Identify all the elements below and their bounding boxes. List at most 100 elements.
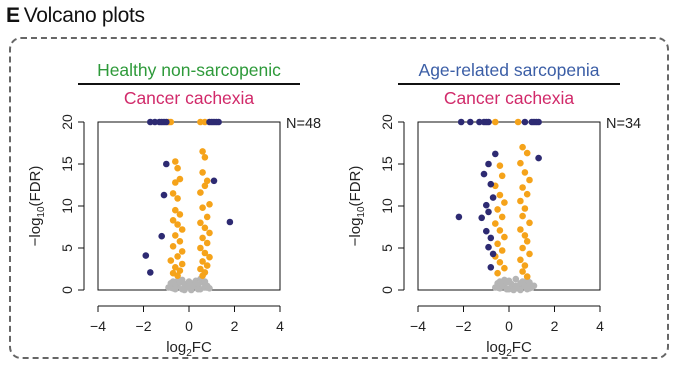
comparison-top-label: Age-related sarcopenia <box>419 60 600 80</box>
data-point <box>178 248 186 255</box>
data-point <box>172 158 179 165</box>
data-point <box>485 208 492 216</box>
data-point <box>174 195 181 202</box>
data-point <box>201 224 209 232</box>
data-point <box>517 256 524 264</box>
y-tick-label: 0 <box>379 286 395 294</box>
data-point <box>523 273 531 280</box>
data-point <box>523 190 531 198</box>
data-point <box>523 238 531 245</box>
data-point <box>519 268 526 275</box>
data-point <box>178 276 186 284</box>
data-point <box>176 211 184 218</box>
y-tick-label: 20 <box>59 114 75 130</box>
y-tick-label: 10 <box>379 198 395 214</box>
data-point <box>172 179 179 186</box>
series-significant <box>492 118 533 280</box>
data-point <box>483 201 490 209</box>
panel-letter: E <box>6 4 20 27</box>
y-tick-label: 20 <box>379 114 395 130</box>
plot-box <box>417 121 601 291</box>
data-point <box>201 182 209 190</box>
data-point <box>519 244 526 252</box>
data-point <box>163 160 170 168</box>
data-point <box>487 264 495 271</box>
data-point <box>185 278 193 285</box>
y-tick-label: 10 <box>59 198 75 214</box>
data-point <box>476 118 483 126</box>
data-point <box>201 154 209 161</box>
data-point <box>203 177 211 185</box>
x-axis: −4 −2 0 2 4 log2FC <box>410 305 604 359</box>
data-point <box>535 154 542 162</box>
data-point <box>480 170 488 178</box>
data-point <box>526 250 533 258</box>
data-point <box>226 218 234 226</box>
data-point <box>172 264 179 271</box>
data-point <box>496 162 504 169</box>
y-tick-label: 15 <box>379 156 395 172</box>
x-tick-label: 4 <box>596 318 604 334</box>
data-point <box>169 217 177 224</box>
data-point <box>485 160 492 168</box>
data-point <box>487 234 495 242</box>
data-point <box>494 206 501 213</box>
data-point <box>199 148 206 155</box>
x-axis-title: log2FC <box>486 339 532 359</box>
data-point <box>496 191 504 199</box>
y-tick-label: 5 <box>379 244 395 252</box>
x-tick-label: 2 <box>231 318 239 334</box>
x-tick-label: 0 <box>185 318 193 334</box>
data-point <box>521 262 529 269</box>
data-point <box>142 252 150 259</box>
data-point <box>496 259 504 266</box>
data-point <box>457 118 465 126</box>
data-point <box>489 250 497 258</box>
data-point <box>492 220 499 227</box>
data-point <box>521 205 529 212</box>
data-point <box>188 286 195 294</box>
y-tick-label: 0 <box>59 286 75 294</box>
volcano-plot-2: Age-related sarcopenia Cancer cachexia −4 −… <box>320 0 650 366</box>
data-point <box>496 278 504 285</box>
data-point <box>147 118 154 126</box>
data-point <box>201 118 209 126</box>
data-point <box>194 285 202 293</box>
data-point <box>169 278 177 285</box>
comparison-bottom-label: Cancer cachexia <box>444 88 575 108</box>
x-axis: −4 −2 0 2 4 log2FC <box>90 305 284 359</box>
data-point <box>501 233 508 241</box>
data-point <box>176 175 184 183</box>
data-point <box>201 249 209 257</box>
data-point <box>505 277 513 285</box>
data-point <box>210 177 218 185</box>
data-point <box>199 204 206 211</box>
x-tick-label: −2 <box>136 318 152 334</box>
data-point <box>492 150 499 158</box>
data-point <box>489 194 497 201</box>
data-point <box>176 267 184 275</box>
data-point <box>526 176 533 184</box>
data-point <box>503 285 510 293</box>
data-point <box>494 269 501 277</box>
y-axis: 0 5 10 15 20 −log10(FDR) <box>347 114 405 294</box>
data-point <box>169 243 177 250</box>
x-tick-label: −4 <box>410 318 426 334</box>
data-point <box>498 172 506 180</box>
panel-title-text: Volcano plots <box>23 4 145 27</box>
data-point <box>521 118 529 126</box>
data-point <box>197 244 204 252</box>
data-point <box>178 260 186 268</box>
x-tick-label: 0 <box>505 318 513 334</box>
y-axis-title: −log10(FDR) <box>347 166 367 247</box>
data-point <box>517 159 524 167</box>
data-point <box>181 286 188 294</box>
data-point <box>160 191 168 199</box>
series-large_effect <box>455 118 542 271</box>
data-point <box>169 190 177 197</box>
volcano-svg-2: Age-related sarcopenia Cancer cachexia −4 −… <box>347 60 641 359</box>
data-point <box>199 258 206 265</box>
data-point <box>197 265 204 273</box>
comparison-bottom-label: Cancer cachexia <box>124 88 255 108</box>
